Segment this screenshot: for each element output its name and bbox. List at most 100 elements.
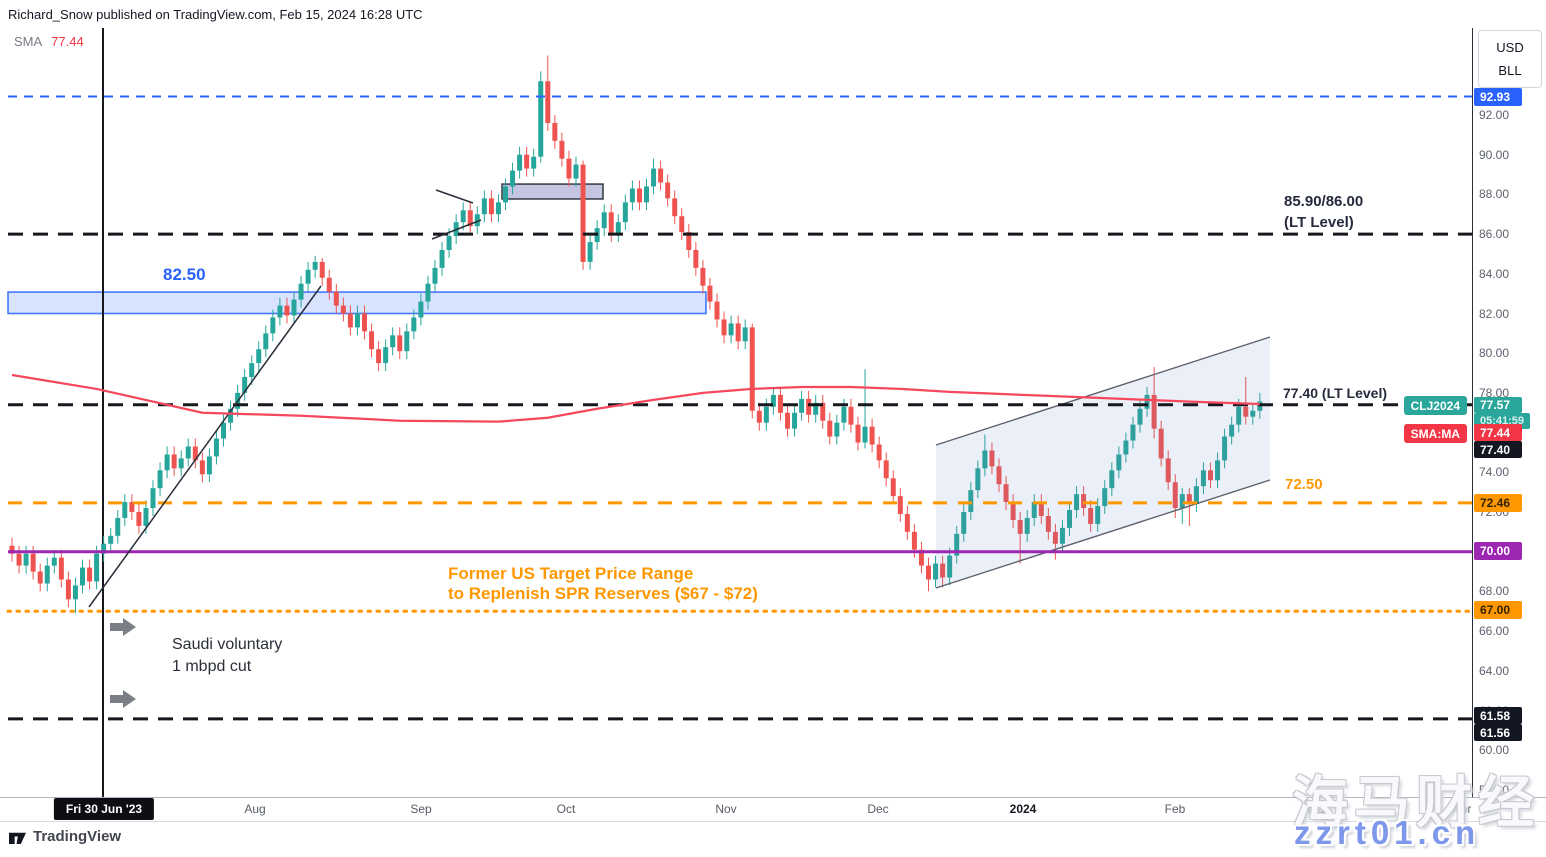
candle-body xyxy=(1095,506,1101,524)
candle-body xyxy=(1045,515,1051,532)
candle-body xyxy=(785,412,790,429)
price-tick-78.00: 78.00 xyxy=(1479,385,1510,400)
level-77-40-badge: 77.40 xyxy=(1474,441,1522,458)
price-tick-90.00: 90.00 xyxy=(1479,147,1510,162)
indicator-name: SMA xyxy=(14,34,43,49)
annotation-77-40-lt-level: 77.40 (LT Level) xyxy=(1283,385,1388,401)
candle-body xyxy=(122,502,128,518)
watermark-url: zzrt01.cn xyxy=(1294,814,1481,851)
candle-body xyxy=(665,182,671,199)
time-label-aug: Aug xyxy=(244,802,266,816)
annotation-86-line2: (LT Level) xyxy=(1284,214,1354,231)
candle-body xyxy=(756,410,762,423)
candle-body xyxy=(446,236,452,250)
candle-body xyxy=(87,567,93,582)
candle-body xyxy=(672,198,678,217)
annotation-saudi-line2: 1 mbpd cut xyxy=(172,658,252,675)
candle-body xyxy=(150,488,156,509)
uptrend-jul-aug[interactable] xyxy=(88,285,322,608)
candle-body xyxy=(9,545,15,554)
level-72-46-badge: 72.46 xyxy=(1474,494,1522,512)
level-61-58-badge: 61.58 xyxy=(1474,707,1522,724)
sma-line[interactable] xyxy=(11,373,1260,423)
candle-body xyxy=(1123,440,1129,455)
candle-body xyxy=(777,394,783,413)
level-92-93-badge: 92.93 xyxy=(1474,88,1522,106)
candle-body xyxy=(770,394,776,407)
triangle-upper[interactable] xyxy=(435,189,474,204)
candle-body xyxy=(1215,460,1221,481)
candle-body xyxy=(1017,519,1023,534)
candle-body xyxy=(333,291,339,306)
candle-body xyxy=(608,212,614,235)
annotation-spr-line1: Former US Target Price Range xyxy=(448,564,694,583)
candle-body xyxy=(989,450,995,467)
candle-body xyxy=(961,512,967,534)
last-price-badge: 77.57 xyxy=(1474,397,1522,413)
candle-body xyxy=(566,158,572,179)
candle-body xyxy=(799,398,805,413)
candle-body xyxy=(1250,410,1256,417)
annotation-saudi-line1: Saudi voluntary xyxy=(172,636,283,653)
candle-body xyxy=(862,426,868,443)
candle-body xyxy=(206,456,212,475)
candle-body xyxy=(679,216,685,233)
triangle-lower[interactable] xyxy=(431,219,482,240)
unit-label[interactable]: BLL xyxy=(1498,63,1522,79)
annotation-86-line1: 85.90/86.00 xyxy=(1284,193,1364,210)
candle-body xyxy=(1151,394,1157,429)
candle-body xyxy=(347,313,353,328)
candle-body xyxy=(615,222,621,235)
candle-body xyxy=(376,349,382,364)
candle-body xyxy=(841,406,847,423)
candle-body xyxy=(1038,502,1044,516)
time-label-mar: Mar xyxy=(1307,802,1329,816)
watermark-chinese: 海马财经 xyxy=(1292,771,1540,834)
channel-upper-line[interactable] xyxy=(935,336,1271,446)
candle-body xyxy=(1144,394,1150,409)
candle-body xyxy=(115,517,121,536)
candle-body xyxy=(975,468,981,491)
candle-body xyxy=(1031,502,1037,518)
price-unit-selector[interactable]: USD BLL xyxy=(1478,30,1542,88)
candle-body xyxy=(1052,531,1058,544)
candle-body xyxy=(855,424,861,443)
price-tick-60.00: 60.00 xyxy=(1479,743,1510,758)
candle-body xyxy=(926,565,931,580)
price-tick-92.00: 92.00 xyxy=(1479,108,1510,122)
candle-body xyxy=(474,214,480,227)
candle-body xyxy=(199,460,205,475)
time-axis[interactable]: Fri 30 Jun '23 Aug Sep Oct Nov Dec 2024 Feb Mar A… xyxy=(0,797,1546,822)
contract-badge: CLJ2024 xyxy=(1403,396,1467,415)
candle-body xyxy=(869,426,875,445)
tradingview-attribution[interactable]: TradingView xyxy=(8,828,121,845)
candle-body xyxy=(700,267,706,286)
time-label-oct: Oct xyxy=(556,802,576,816)
indicator-legend[interactable]: SMA 77.44 xyxy=(14,34,84,49)
candle-body xyxy=(72,585,78,600)
annotation-spr-range: Former US Target Price Range to Replenis… xyxy=(448,564,758,604)
price-axis[interactable]: 92.00 90.00 88.00 86.00 84.00 82.00 80.00 78.00… xyxy=(1472,28,1546,820)
candle-body xyxy=(968,490,974,512)
candle-body xyxy=(883,460,889,479)
publish-header: Richard_Snow published on TradingView.co… xyxy=(0,0,1546,28)
currency-label[interactable]: USD xyxy=(1496,39,1524,55)
candle-body xyxy=(897,496,903,514)
candle-body xyxy=(1102,488,1108,507)
candle-body xyxy=(1222,436,1228,461)
candle-body xyxy=(312,261,318,270)
candle-body xyxy=(1193,486,1199,505)
channel-lower-line[interactable] xyxy=(935,479,1271,589)
candle-body xyxy=(510,170,516,187)
time-label-fri-30-jun-23: Fri 30 Jun '23 xyxy=(53,798,155,820)
sma-value-badge: 77.44 xyxy=(1474,424,1522,441)
candle-body xyxy=(545,81,551,123)
candle-body xyxy=(587,242,593,262)
candle-body xyxy=(735,323,741,342)
candle-body xyxy=(305,269,311,284)
candle-body xyxy=(37,571,43,584)
candle-body xyxy=(503,186,508,203)
candle-body xyxy=(622,202,628,223)
candle-body xyxy=(918,549,924,566)
